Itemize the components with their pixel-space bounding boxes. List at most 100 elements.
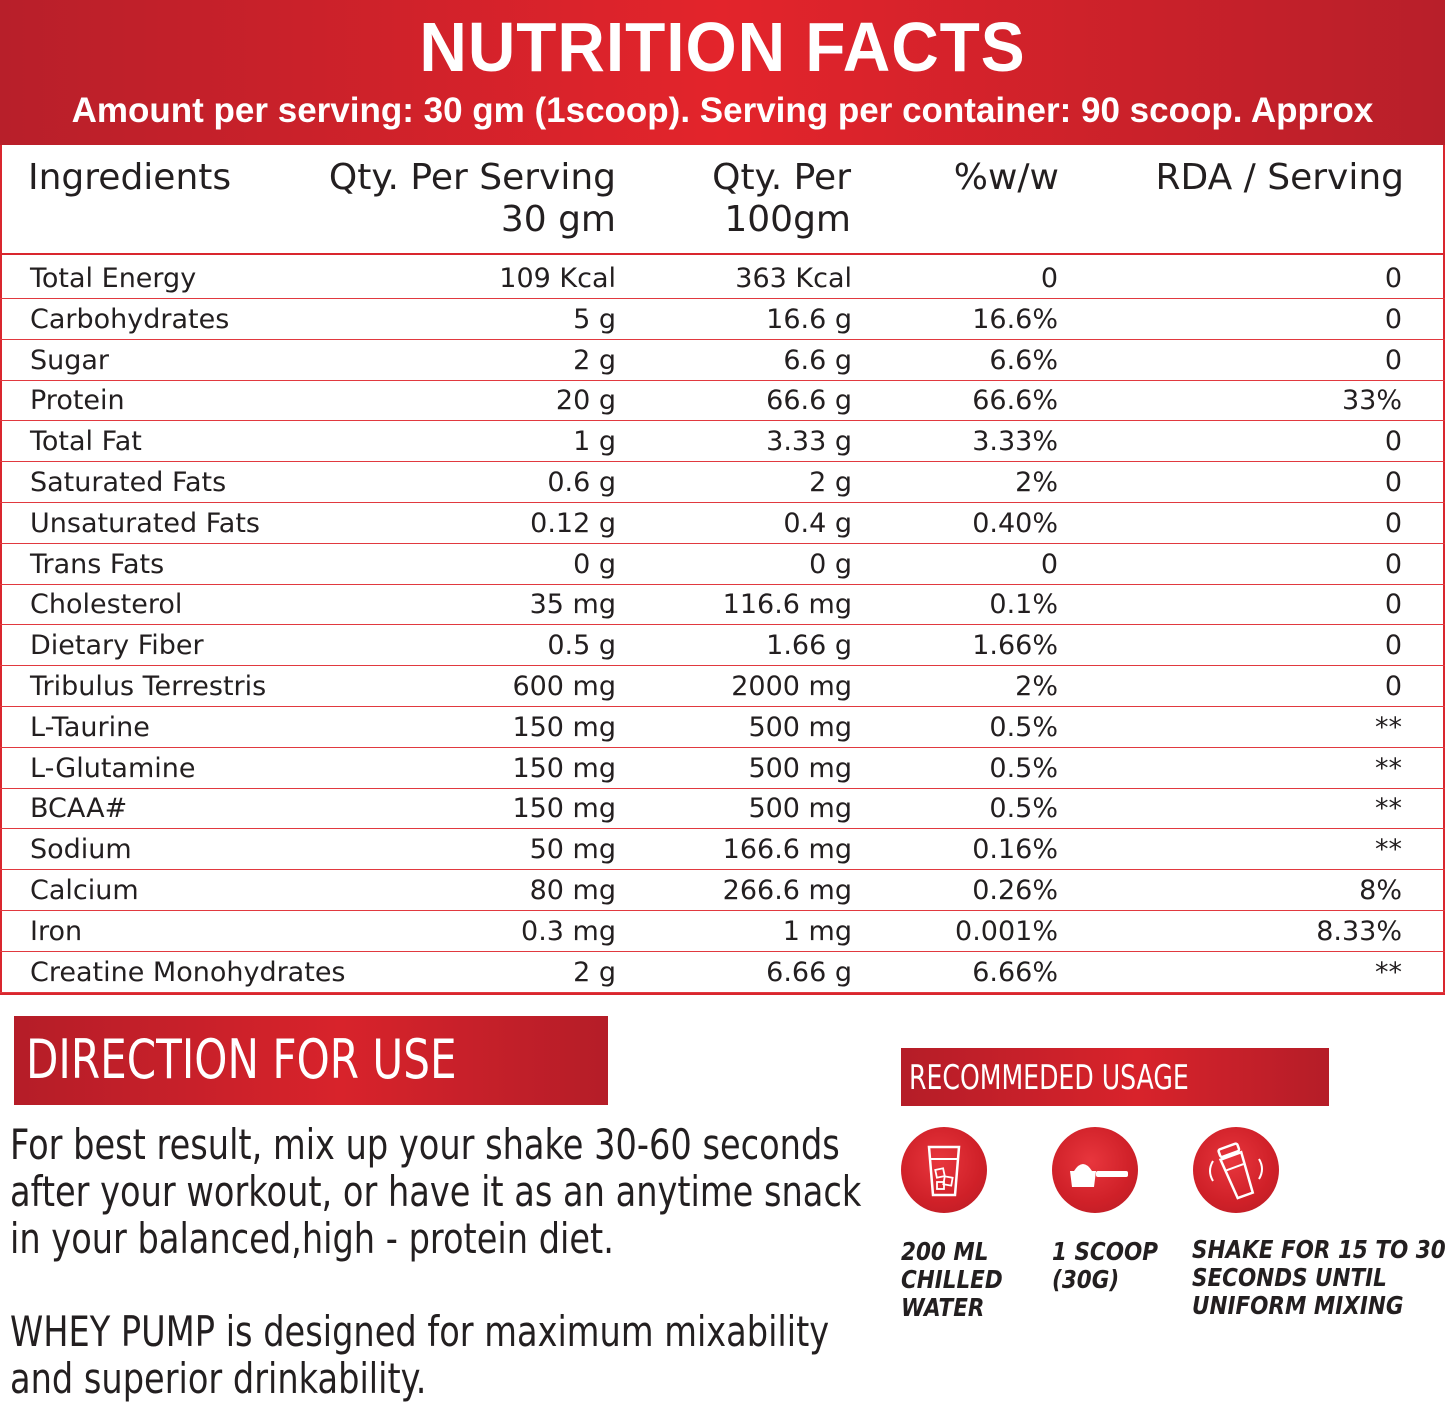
cell-q100: 166.6 mg <box>722 834 852 866</box>
table-row: L-Taurine 150 mg 500 mg 0.5% ** <box>0 707 1445 748</box>
cell-q30: 0.12 g <box>530 507 616 539</box>
water-glass-icon <box>901 1127 987 1213</box>
cell-ww: 0.5% <box>989 752 1058 784</box>
column-header-rda: RDA / Serving <box>1155 157 1404 198</box>
cell-q30: 80 mg <box>529 875 616 906</box>
shaker-icon <box>1193 1127 1279 1213</box>
table-row: Total Energy 109 Kcal 363 Kcal 0 0 <box>0 258 1445 299</box>
column-header-qty-100g: Qty. Per 100gm <box>712 157 851 241</box>
direction-line: after your workout, or have it as an any… <box>10 1167 862 1216</box>
cell-rda: ** <box>1375 834 1402 866</box>
column-header-ingredients: Ingredients <box>28 157 232 198</box>
usage-label-line: SHAKE FOR 15 TO 30 <box>1192 1235 1445 1264</box>
cell-rda: 0 <box>1384 263 1402 294</box>
cell-q100: 16.6 g <box>766 303 852 335</box>
cell-q30: 150 mg <box>512 752 616 784</box>
cell-q100: 6.66 g <box>766 956 852 988</box>
table-row: Carbohydrates 5 g 16.6 g 16.6% 0 <box>0 299 1445 340</box>
cell-rda: ** <box>1375 752 1402 784</box>
cell-name: BCAA# <box>30 793 128 825</box>
cell-q30: 35 mg <box>529 589 616 621</box>
cell-ww: 16.6% <box>972 303 1058 335</box>
direction-line: and superior drinkability. <box>10 1354 427 1403</box>
cell-rda: 0 <box>1384 589 1402 621</box>
cell-q100: 363 Kcal <box>735 263 852 294</box>
cell-q30: 0.6 g <box>547 467 616 498</box>
cell-name: Trans Fats <box>30 548 165 580</box>
table-row: Unsaturated Fats 0.12 g 0.4 g 0.40% 0 <box>0 503 1445 544</box>
usage-label-line: SECONDS UNTIL <box>1192 1263 1387 1292</box>
cell-ww: 0.26% <box>972 875 1058 906</box>
cell-q100: 6.6 g <box>783 344 852 376</box>
table-row: Total Fat 1 g 3.33 g 3.33% 0 <box>0 421 1445 463</box>
cell-q30: 2 g <box>573 956 616 988</box>
cell-rda: ** <box>1375 793 1402 825</box>
cell-name: Unsaturated Fats <box>30 507 261 539</box>
cell-name: L-Taurine <box>30 711 150 743</box>
usage-label-line: CHILLED <box>901 1265 1003 1294</box>
cell-q100: 1 mg <box>782 915 852 947</box>
cell-ww: 0.40% <box>972 507 1058 539</box>
usage-label-scoop: 1 SCOOP (30G) <box>1052 1238 1158 1294</box>
cell-ww: 3.33% <box>972 426 1058 458</box>
usage-label-line: 200 ML <box>901 1237 989 1266</box>
cell-name: Total Fat <box>30 426 142 458</box>
column-header-line: 100gm <box>724 199 851 240</box>
cell-q100: 2 g <box>809 467 852 498</box>
cell-ww: 0.001% <box>955 915 1058 947</box>
cell-q30: 0.3 mg <box>521 915 616 947</box>
cell-name: Dietary Fiber <box>30 630 204 662</box>
cell-q30: 0 g <box>573 548 616 580</box>
cell-q30: 0.5 g <box>547 630 616 662</box>
column-header-line: Qty. Per Serving <box>328 157 616 198</box>
scoop-icon <box>1052 1127 1138 1213</box>
cell-rda: 8.33% <box>1316 915 1402 947</box>
cell-q30: 2 g <box>573 344 616 376</box>
table-row: Iron 0.3 mg 1 mg 0.001% 8.33% <box>0 911 1445 952</box>
cell-q100: 66.6 g <box>766 385 852 417</box>
usage-label-shake: SHAKE FOR 15 TO 30 SECONDS UNTIL UNIFORM… <box>1192 1236 1445 1320</box>
cell-name: Sugar <box>30 344 110 376</box>
cell-rda: 0 <box>1384 630 1402 662</box>
cell-q100: 266.6 mg <box>722 875 852 906</box>
recommended-title: RECOMMEDED USAGE <box>909 1058 1189 1098</box>
cell-ww: 0 <box>1040 263 1058 294</box>
table-row: Trans Fats 0 g 0 g 0 0 <box>0 544 1445 585</box>
column-header-qty-serving: Qty. Per Serving 30 gm <box>329 157 616 241</box>
cell-q100: 500 mg <box>748 752 852 784</box>
table-row: Saturated Fats 0.6 g 2 g 2% 0 <box>0 462 1445 503</box>
cell-ww: 0.16% <box>972 834 1058 866</box>
cell-rda: 33% <box>1341 385 1402 417</box>
cell-rda: 0 <box>1384 548 1402 580</box>
table-row: Cholesterol 35 mg 116.6 mg 0.1% 0 <box>0 584 1445 626</box>
cell-q30: 109 Kcal <box>499 263 616 294</box>
cell-q30: 1 g <box>573 426 616 458</box>
cell-ww: 2% <box>1015 671 1058 702</box>
cell-q100: 500 mg <box>748 711 852 743</box>
column-header-line: Qty. Per <box>712 157 851 198</box>
scoop-icon-graphic <box>1070 1164 1128 1187</box>
cell-ww: 0.5% <box>989 793 1058 825</box>
cell-name: Calcium <box>30 875 139 906</box>
cell-q100: 3.33 g <box>766 426 852 458</box>
cell-q30: 20 g <box>555 385 616 417</box>
cell-q100: 116.6 mg <box>722 589 852 621</box>
table-row: Sodium 50 mg 166.6 mg 0.16% ** <box>0 829 1445 871</box>
cell-q30: 150 mg <box>512 711 616 743</box>
cell-q100: 1.66 g <box>766 630 852 662</box>
cell-ww: 0 <box>1040 548 1058 580</box>
table-row: Sugar 2 g 6.6 g 6.6% 0 <box>0 340 1445 381</box>
cell-ww: 0.1% <box>989 589 1058 621</box>
usage-label-water: 200 ML CHILLED WATER <box>901 1238 1003 1322</box>
table-row: Dietary Fiber 0.5 g 1.66 g 1.66% 0 <box>0 625 1445 667</box>
water-glass-icon-graphic <box>927 1145 961 1197</box>
cell-rda: 0 <box>1384 507 1402 539</box>
direction-line: For best result, mix up your shake 30-60… <box>10 1120 840 1169</box>
usage-label-line: (30G) <box>1052 1265 1120 1294</box>
cell-rda: 0 <box>1384 426 1402 458</box>
cell-rda: ** <box>1375 711 1402 743</box>
cell-rda: 8% <box>1359 875 1402 906</box>
cell-ww: 66.6% <box>972 385 1058 417</box>
cell-name: Carbohydrates <box>30 303 230 335</box>
header-banner: NUTRITION FACTS Amount per serving: 30 g… <box>0 0 1445 145</box>
